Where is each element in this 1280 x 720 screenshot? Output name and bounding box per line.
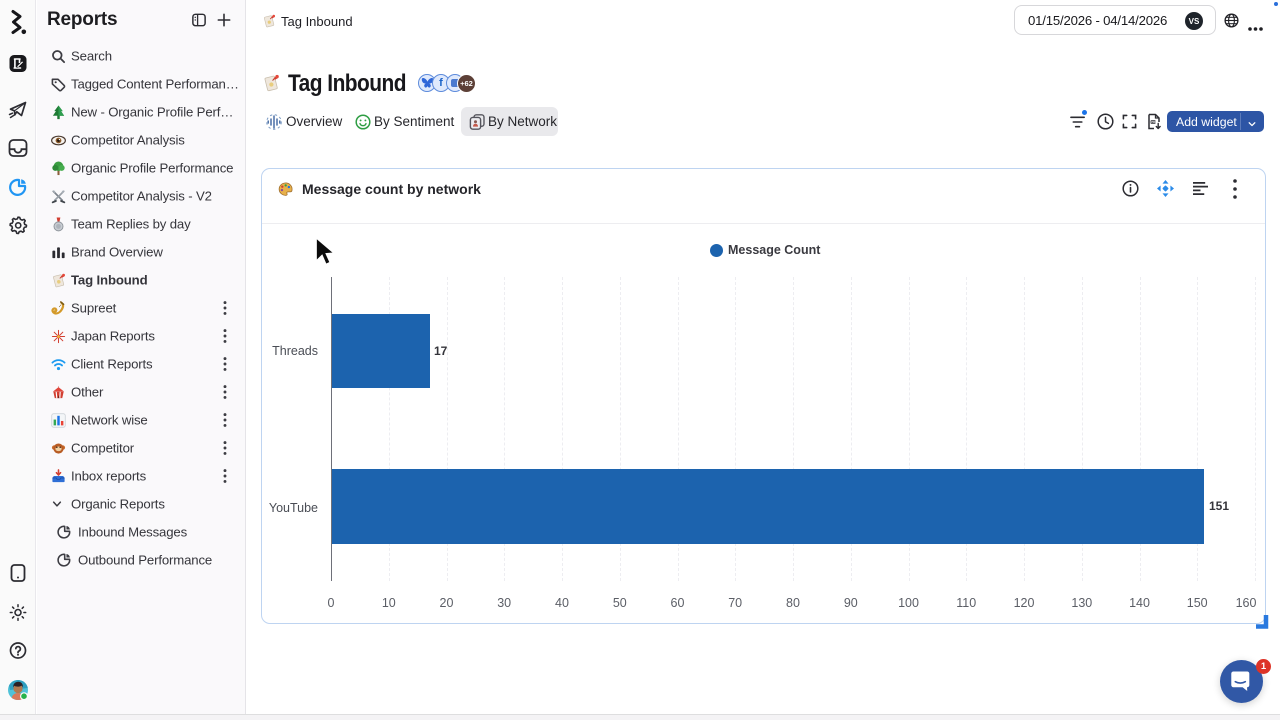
svg-text:PDF: PDF (1151, 120, 1157, 124)
